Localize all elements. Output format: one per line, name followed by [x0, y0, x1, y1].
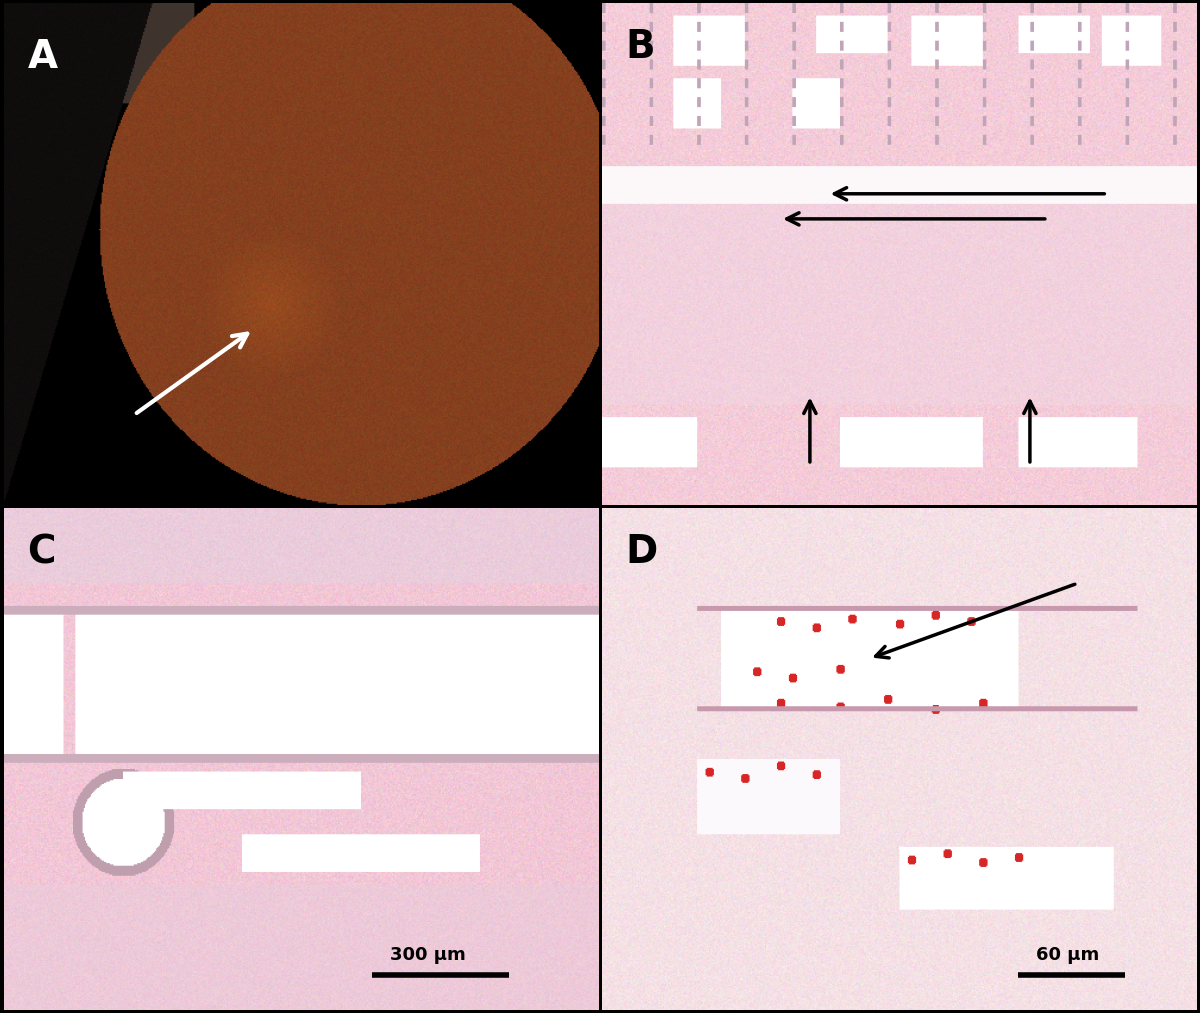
- Text: A: A: [28, 38, 58, 76]
- Text: C: C: [28, 533, 56, 571]
- Text: 60 μm: 60 μm: [1036, 946, 1099, 963]
- Text: B: B: [625, 28, 655, 66]
- Text: 300 μm: 300 μm: [390, 946, 466, 963]
- Text: D: D: [625, 533, 658, 571]
